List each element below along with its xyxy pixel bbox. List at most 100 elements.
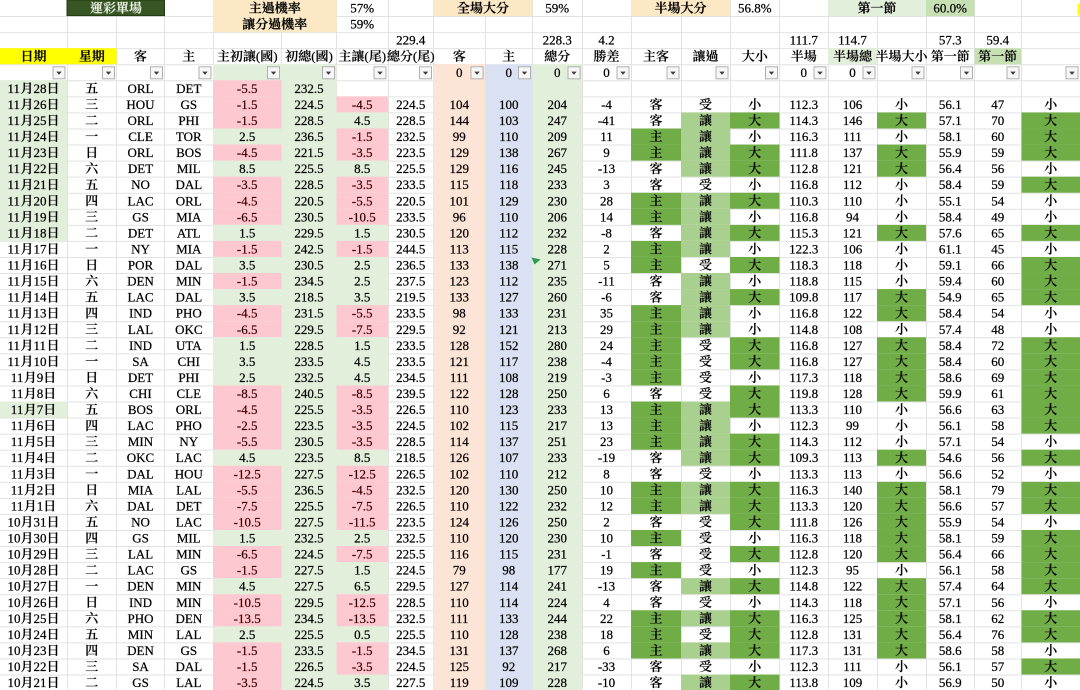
svg-text:-3.5: -3.5 [352,434,373,449]
svg-text:58: 58 [991,643,1004,658]
svg-text:240.5: 240.5 [294,386,323,401]
svg-text:LAC: LAC [176,450,202,465]
svg-text:152: 152 [499,338,519,353]
svg-text:ORL: ORL [176,402,202,417]
svg-text:58.4: 58.4 [939,177,962,192]
svg-text:DET: DET [128,225,153,240]
svg-text:-8.5: -8.5 [237,386,258,401]
svg-text:110.3: 110.3 [789,193,818,208]
svg-text:56.6: 56.6 [939,402,962,417]
svg-text:2.5: 2.5 [354,258,370,273]
svg-text:MIL: MIL [177,531,201,546]
svg-text:23: 23 [600,434,613,449]
svg-text:228: 228 [547,675,567,690]
svg-text:NO: NO [131,177,150,192]
svg-text:122.3: 122.3 [789,241,818,256]
svg-text:56.1: 56.1 [939,97,962,112]
svg-text:229.5: 229.5 [294,322,323,337]
svg-text:2: 2 [603,515,610,530]
svg-text:234.5: 234.5 [294,274,323,289]
svg-text:GS: GS [132,209,149,224]
svg-text:112.8: 112.8 [789,547,818,562]
svg-text:59: 59 [991,145,1004,160]
svg-text:113.3: 113.3 [789,498,818,513]
svg-text:239.5: 239.5 [396,386,425,401]
svg-text:228.5: 228.5 [396,434,425,449]
svg-text:MIA: MIA [128,482,154,497]
svg-text:17: 17 [34,241,48,256]
svg-text:GS: GS [132,531,149,546]
svg-text:224.5: 224.5 [396,563,425,578]
svg-text:DAL: DAL [175,258,202,273]
svg-text:229.5: 229.5 [294,225,323,240]
svg-text:118: 118 [843,595,862,610]
svg-text:116.8: 116.8 [789,177,818,192]
svg-text:110: 110 [843,402,862,417]
svg-text:-1.5: -1.5 [237,113,258,128]
svg-text:PHI: PHI [178,113,199,128]
svg-text:6: 6 [603,386,610,401]
svg-text:8: 8 [37,386,44,401]
svg-text:225.5: 225.5 [396,161,425,176]
svg-text:107: 107 [499,450,519,465]
svg-text:102: 102 [449,466,469,481]
svg-text:57.3: 57.3 [939,33,962,48]
svg-text:59%: 59% [545,1,569,16]
svg-text:227.5: 227.5 [294,466,323,481]
svg-text:121: 121 [843,161,863,176]
svg-text:109.3: 109.3 [789,450,818,465]
svg-text:56.8%: 56.8% [738,1,772,16]
svg-text:ATL: ATL [177,225,201,240]
svg-text:GS: GS [180,563,197,578]
svg-text:115.3: 115.3 [789,225,818,240]
svg-text:-4.5: -4.5 [352,482,373,497]
svg-text:4.5: 4.5 [354,113,370,128]
svg-text:114: 114 [499,595,519,610]
svg-text:137: 137 [843,145,863,160]
svg-text:57.1: 57.1 [939,434,962,449]
svg-text:8.5: 8.5 [354,450,370,465]
svg-text:64: 64 [991,579,1005,594]
svg-text:65: 65 [991,225,1004,240]
svg-text:-3.5: -3.5 [352,659,373,674]
svg-text:114.7: 114.7 [838,33,867,48]
svg-text:234.5: 234.5 [396,370,425,385]
svg-text:116: 116 [450,547,470,562]
svg-text:): ) [430,49,434,64]
svg-text:110: 110 [499,129,518,144]
svg-text:HOU: HOU [175,466,204,481]
svg-text:113.3: 113.3 [789,402,818,417]
svg-text:22: 22 [34,659,47,674]
svg-text:-1.5: -1.5 [237,563,258,578]
svg-text:116.3: 116.3 [789,482,818,497]
svg-text:218.5: 218.5 [396,450,425,465]
svg-text:110: 110 [499,466,518,481]
svg-text:98: 98 [453,306,466,321]
svg-text:57: 57 [991,498,1005,513]
svg-text:226.5: 226.5 [294,659,323,674]
svg-text:111.8: 111.8 [790,515,818,530]
svg-text:228: 228 [547,241,567,256]
svg-text:242.5: 242.5 [294,241,323,256]
svg-text:-12.5: -12.5 [349,595,376,610]
svg-text:11: 11 [8,209,21,224]
svg-text:45: 45 [991,241,1004,256]
svg-text:GS: GS [180,97,197,112]
svg-text:230.5: 230.5 [294,209,323,224]
svg-text:232.5: 232.5 [294,531,323,546]
svg-text:112.3: 112.3 [789,97,818,112]
svg-text:-4.5: -4.5 [237,193,258,208]
svg-text:31: 31 [34,515,47,530]
svg-text:58.4: 58.4 [939,338,962,353]
svg-text:126: 126 [499,515,519,530]
svg-text:224.5: 224.5 [396,659,425,674]
svg-text:133: 133 [499,306,519,321]
svg-text:232.5: 232.5 [294,370,323,385]
svg-text:11: 11 [8,161,21,176]
svg-text:25: 25 [34,611,47,626]
svg-text:-12.5: -12.5 [234,466,261,481]
svg-text:232.5: 232.5 [396,531,425,546]
svg-text:LAC: LAC [128,418,154,433]
svg-text:29: 29 [600,322,613,337]
svg-text:109: 109 [499,675,519,690]
